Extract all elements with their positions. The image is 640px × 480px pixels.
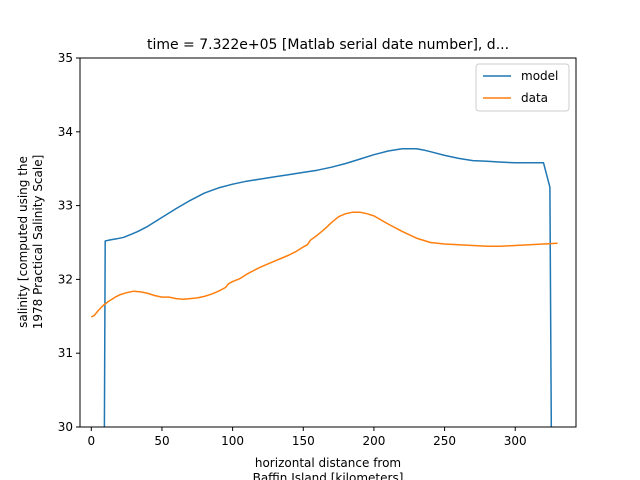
y-tick-label: 35 [58,51,73,65]
x-axis-label-line-2: Baffin Island [kilometers] [253,471,404,480]
y-axis-label-line-1: salinity [computed using the [16,156,30,328]
y-axis-label: salinity [computed using the 1978 Practi… [16,155,45,330]
legend: model data [475,63,570,112]
x-tick-label: 150 [292,434,315,448]
plot-frame [79,57,577,428]
y-tick-label: 31 [58,346,73,360]
chart-title: time = 7.322e+05 [Matlab serial date num… [147,37,509,53]
legend-label-data: data [521,91,548,105]
x-axis: 0 50 100 150 200 250 300 [87,427,527,448]
x-tick-label: 250 [433,434,456,448]
y-tick-label: 33 [58,199,73,213]
y-axis-label-line-2: 1978 Practical Salinity Scale] [31,155,45,330]
x-tick-label: 300 [504,434,527,448]
y-tick-label: 30 [58,420,73,434]
x-tick-label: 50 [154,434,169,448]
plot-lines [90,148,558,428]
x-axis-label-line-1: horizontal distance from [255,456,401,470]
series-line-data [90,211,558,318]
y-tick-label: 34 [58,125,73,139]
series-line-model [103,148,553,428]
y-tick-label: 32 [58,272,73,286]
y-axis: 30 31 32 33 34 35 [58,51,80,434]
legend-label-model: model [521,69,558,83]
x-tick-label: 0 [87,434,95,448]
x-tick-label: 100 [221,434,244,448]
x-tick-label: 200 [362,434,385,448]
